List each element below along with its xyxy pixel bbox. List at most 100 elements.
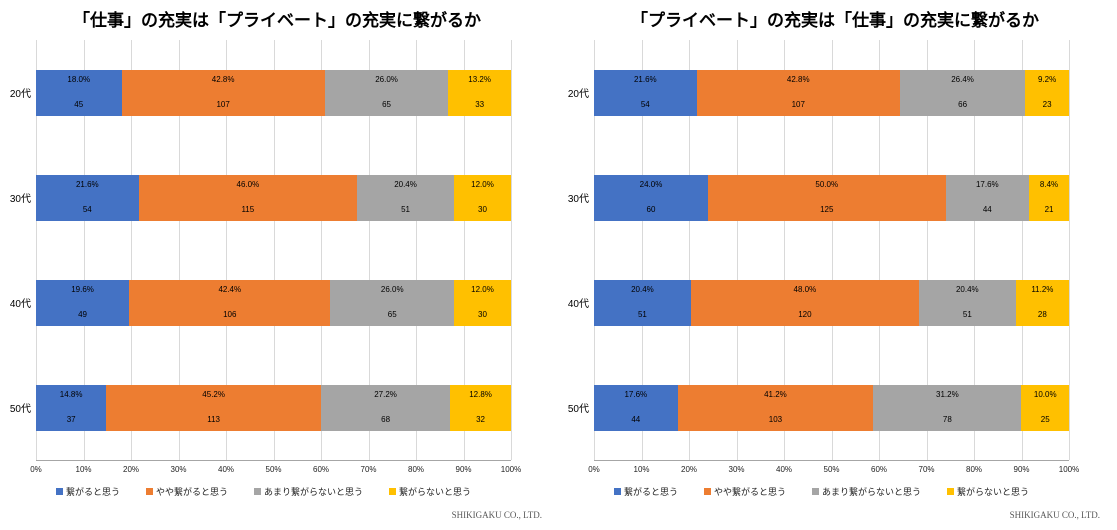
stacked-bar: 21.6% 54 46.0% 115 20.4% 51 12.0% 30 [36,174,511,221]
legend-item: 繋がると思う [614,485,678,498]
gridline [321,40,322,460]
legend: 繋がると思う やや繋がると思う あまり繋がらないと思う 繋がらないと思う [614,485,1106,498]
segment-percent: 50.0% [815,179,839,189]
legend-item: やや繋がると思う [146,485,228,498]
bar-row: 50代 17.6% 44 41.2% 103 31.2% 78 10.0% 25 [568,355,1069,460]
x-axis-tick-label: 90% [1013,465,1030,474]
legend-label: 繋がらないと思う [957,487,1030,497]
gridline [1021,40,1023,460]
gridline [83,40,85,460]
legend-label: やや繋がると思う [714,487,787,497]
bar-segment: 17.6% 44 [594,384,678,431]
segment-count: 107 [791,99,805,109]
segment-count: 54 [640,99,650,109]
segment-percent: 17.6% [975,179,999,189]
plot-area: 20代 21.6% 54 42.8% 107 26.4% 66 9.2% 23 30代 24.0% 6… [568,40,1070,461]
bar-row: 20代 21.6% 54 42.8% 107 26.4% 66 9.2% 23 [568,40,1069,145]
gridline [926,40,928,460]
legend-swatch [389,488,397,495]
bar-segment: 41.2% 103 [677,384,874,431]
brand-footer: SHIKIGAKU CO., LTD. [1009,510,1100,520]
segment-percent: 19.6% [71,284,94,294]
x-axis-tick-label: 60% [870,465,888,474]
legend-label: やや繋がると思う [156,487,229,497]
bar-segment: 26.0% 65 [330,279,454,326]
bar-segment: 8.4% 21 [1029,174,1069,221]
gridline-layer [36,40,512,460]
gridline [511,40,512,460]
segment-percent: 27.2% [374,389,397,399]
segment-percent: 8.4% [1039,179,1059,189]
category-label: 30代 [9,194,31,205]
x-axis-tick-label: 90% [455,465,472,474]
legend-item: 繋がらないと思う [947,485,1029,498]
segment-percent: 31.2% [936,389,959,399]
bar-segment: 50.0% 125 [708,174,946,221]
segment-count: 28 [1037,309,1047,319]
segment-percent: 13.2% [468,74,491,84]
x-axis-tick-label: 50% [265,465,282,474]
segment-count: 54 [82,204,92,214]
chart-body: 20代 21.6% 54 42.8% 107 26.4% 66 9.2% 23 30代 24.0% 6… [568,40,1070,461]
segment-percent: 20.4% [955,284,979,294]
gridline [594,40,595,460]
segment-percent: 12.8% [469,389,492,399]
x-axis-tick-label: 40% [775,465,793,474]
x-axis-tick-label: 30% [170,465,187,474]
x-axis-tick-label: 70% [360,465,377,474]
bar-segment: 19.6% 49 [36,279,130,326]
legend-label: あまり繋がらないと思う [264,487,364,497]
segment-count: 51 [962,309,972,319]
legend-swatch [614,488,621,495]
bar-segment: 45.2% 113 [106,384,321,431]
legend-swatch [704,488,712,495]
segment-percent: 14.8% [59,389,83,399]
segment-percent: 26.0% [375,74,398,84]
segment-count: 44 [982,204,992,214]
bar-segment: 20.4% 51 [357,174,454,221]
x-axis-tick-label: 100% [500,465,522,474]
bar-segment: 42.4% 106 [129,279,331,326]
x-axis-tick-label: 30% [728,465,745,474]
segment-percent: 42.8% [786,74,810,84]
segment-count: 68 [381,414,391,424]
legend-label: 繋がると思う [624,487,679,497]
bar-segment: 12.0% 30 [453,174,511,221]
gridline [736,40,738,460]
bar-segment: 13.2% 33 [448,69,511,116]
bar-row: 50代 14.8% 37 45.2% 113 27.2% 68 12.8% 32 [10,355,511,460]
segment-count: 60 [646,204,656,214]
segment-count: 21 [1044,204,1054,214]
bar-segment: 48.0% 120 [690,279,919,326]
category-label: 20代 [567,89,589,100]
segment-percent: 12.0% [471,179,494,189]
gridline [463,40,465,460]
bar-segment: 9.2% 23 [1025,69,1069,116]
segment-percent: 9.2% [1038,74,1057,84]
chart-panel-left: 「仕事」の充実は「プライベート」の充実に繋がるか 20代 18.0% 45 42.8%… [0,0,558,530]
x-axis-tick-label: 10% [633,465,650,474]
legend-label: あまり繋がらないと思う [822,487,922,497]
segment-count: 125 [820,204,834,214]
segment-count: 78 [942,414,952,424]
gridline [131,40,132,460]
x-axis-tick-label: 20% [680,465,698,474]
bar-row: 30代 21.6% 54 46.0% 115 20.4% 51 12.0% 30 [10,145,511,250]
x-axis-tick-label: 80% [965,465,983,474]
legend-item: 繋がらないと思う [389,485,471,498]
segment-count: 115 [241,204,255,214]
bar-segment: 26.4% 66 [899,69,1026,116]
stacked-bar: 24.0% 60 50.0% 125 17.6% 44 8.4% 21 [594,174,1069,221]
stacked-bar: 17.6% 44 41.2% 103 31.2% 78 10.0% 25 [594,384,1069,431]
segment-count: 107 [216,99,230,109]
segment-percent: 21.6% [75,179,99,189]
chart-panel-right: 「プライベート」の充実は「仕事」の充実に繋がるか 20代 21.6% 54 42.8%… [558,0,1116,530]
legend-swatch [254,488,262,495]
category-label: 30代 [567,194,589,205]
segment-percent: 45.2% [202,389,225,399]
bar-segment: 21.6% 54 [36,174,139,221]
legend-swatch [56,488,63,495]
stacked-bar: 18.0% 45 42.8% 107 26.0% 65 13.2% 33 [36,69,511,116]
segment-percent: 18.0% [67,74,91,84]
segment-count: 30 [478,309,487,319]
